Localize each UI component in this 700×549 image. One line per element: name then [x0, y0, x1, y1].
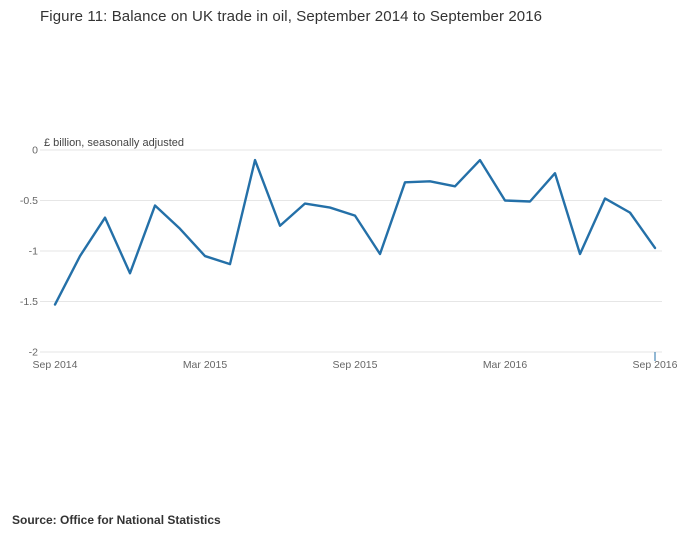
- x-tick-label: Sep 2016: [633, 359, 678, 371]
- y-tick-label: -0.5: [20, 195, 38, 207]
- x-tick-label: Mar 2016: [483, 359, 528, 371]
- y-tick-label: 0: [32, 145, 38, 157]
- source-note: Source: Office for National Statistics: [12, 513, 221, 527]
- figure-title: Figure 11: Balance on UK trade in oil, S…: [40, 8, 543, 25]
- y-axis-unit-label: £ billion, seasonally adjusted: [44, 137, 184, 149]
- y-tick-label: -1.5: [20, 296, 38, 308]
- x-tick-label: Sep 2014: [33, 359, 78, 371]
- y-tick-label: -1: [29, 246, 38, 258]
- chart-area[interactable]: 0 -0.5 -1 -1.5 -2 Sep 2014 Mar 2015 Sep 2015 Mar…: [0, 0, 700, 430]
- line-series-balance: [53, 158, 657, 306]
- y-tick-label: -2: [29, 347, 38, 359]
- x-tick-label: Sep 2015: [333, 359, 378, 371]
- x-tick-label: Mar 2015: [183, 359, 228, 371]
